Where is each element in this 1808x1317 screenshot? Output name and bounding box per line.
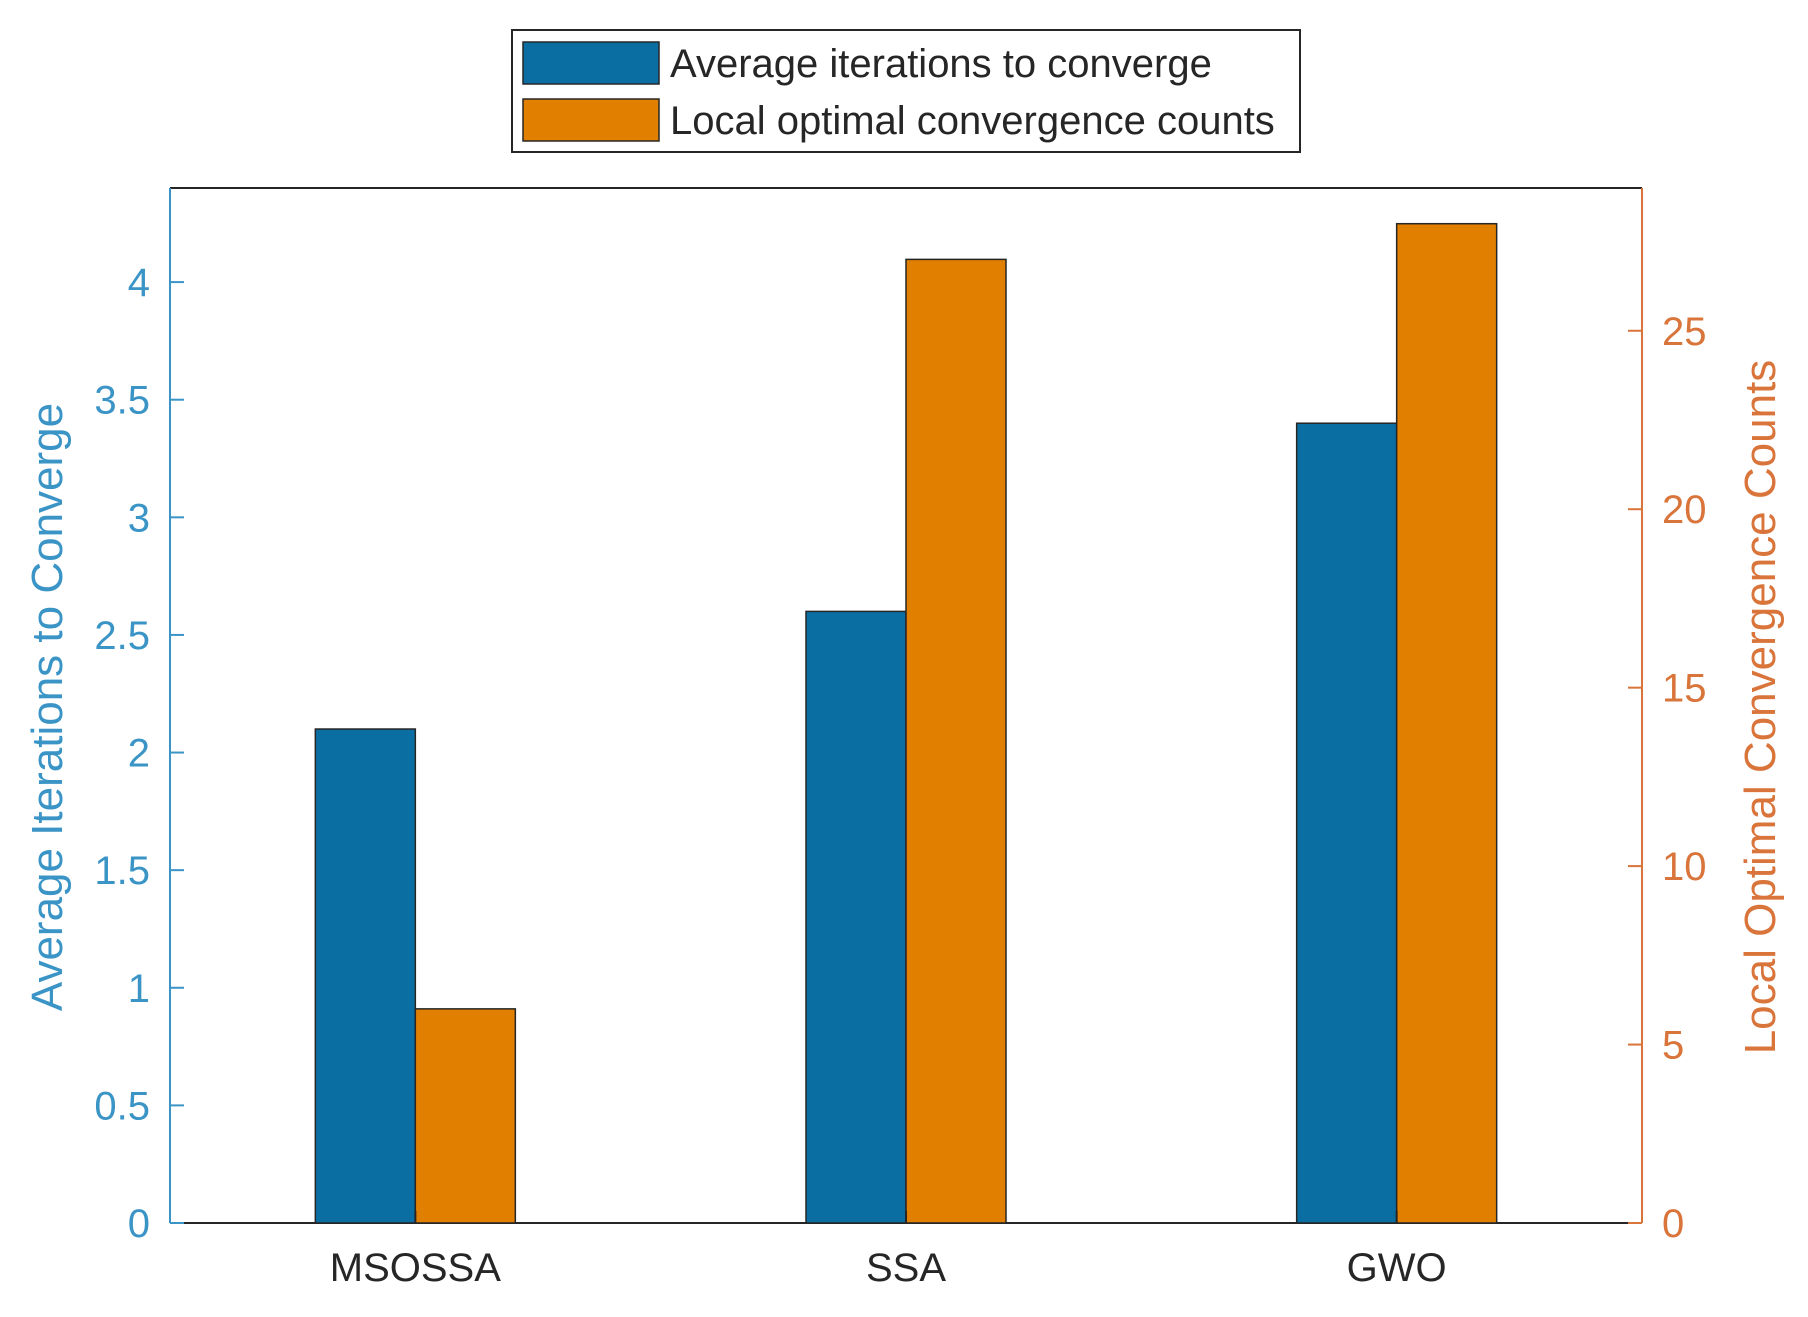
bar-local-optimal-gwo (1395, 222, 1498, 1224)
right-axis-title: Local Optimal Convergence Counts (1736, 360, 1785, 1055)
right-tick-label: 10 (1662, 845, 1707, 889)
bar-local-optimal-ssa (905, 258, 1007, 1224)
legend-label-series-2: Local optimal convergence counts (670, 99, 1275, 143)
bar-local-optimal-msossa (414, 1008, 517, 1224)
legend-swatch-series-2 (522, 98, 660, 142)
bar-avg-iterations-ssa (805, 610, 907, 1224)
legend-swatch-series-1 (522, 41, 660, 85)
left-tick-label: 4 (128, 261, 150, 305)
left-axis-title: Average Iterations to Converge (23, 403, 72, 1011)
plot-area: MSOSSA SSA GWO 0 0.5 1 1.5 2 2.5 3 3.5 4 0 5 10 15 20 25 (94, 187, 1707, 1290)
bar-avg-iterations-msossa (314, 728, 417, 1224)
right-tick-label: 15 (1662, 667, 1707, 711)
left-tick-label: 1 (128, 967, 150, 1011)
bar-avg-iterations-gwo (1295, 422, 1398, 1224)
right-tick-label: 0 (1662, 1202, 1684, 1246)
left-tick-label: 3 (128, 496, 150, 540)
legend-label-series-1: Average iterations to converge (670, 42, 1212, 86)
left-tick-label: 0 (128, 1202, 150, 1246)
right-tick-label: 20 (1662, 488, 1707, 532)
legend: Average iterations to converge Local opt… (511, 29, 1301, 153)
right-tick-label: 25 (1662, 310, 1707, 354)
x-tick-label-ssa: SSA (866, 1246, 946, 1290)
left-tick-label: 1.5 (94, 849, 150, 893)
x-tick-label-gwo: GWO (1347, 1246, 1447, 1290)
x-tick-label-msossa: MSOSSA (330, 1246, 501, 1290)
left-tick-label: 2.5 (94, 614, 150, 658)
left-tick-label: 3.5 (94, 379, 150, 423)
right-tick-label: 5 (1662, 1024, 1684, 1068)
left-tick-label: 2 (128, 732, 150, 776)
left-tick-label: 0.5 (94, 1084, 150, 1128)
